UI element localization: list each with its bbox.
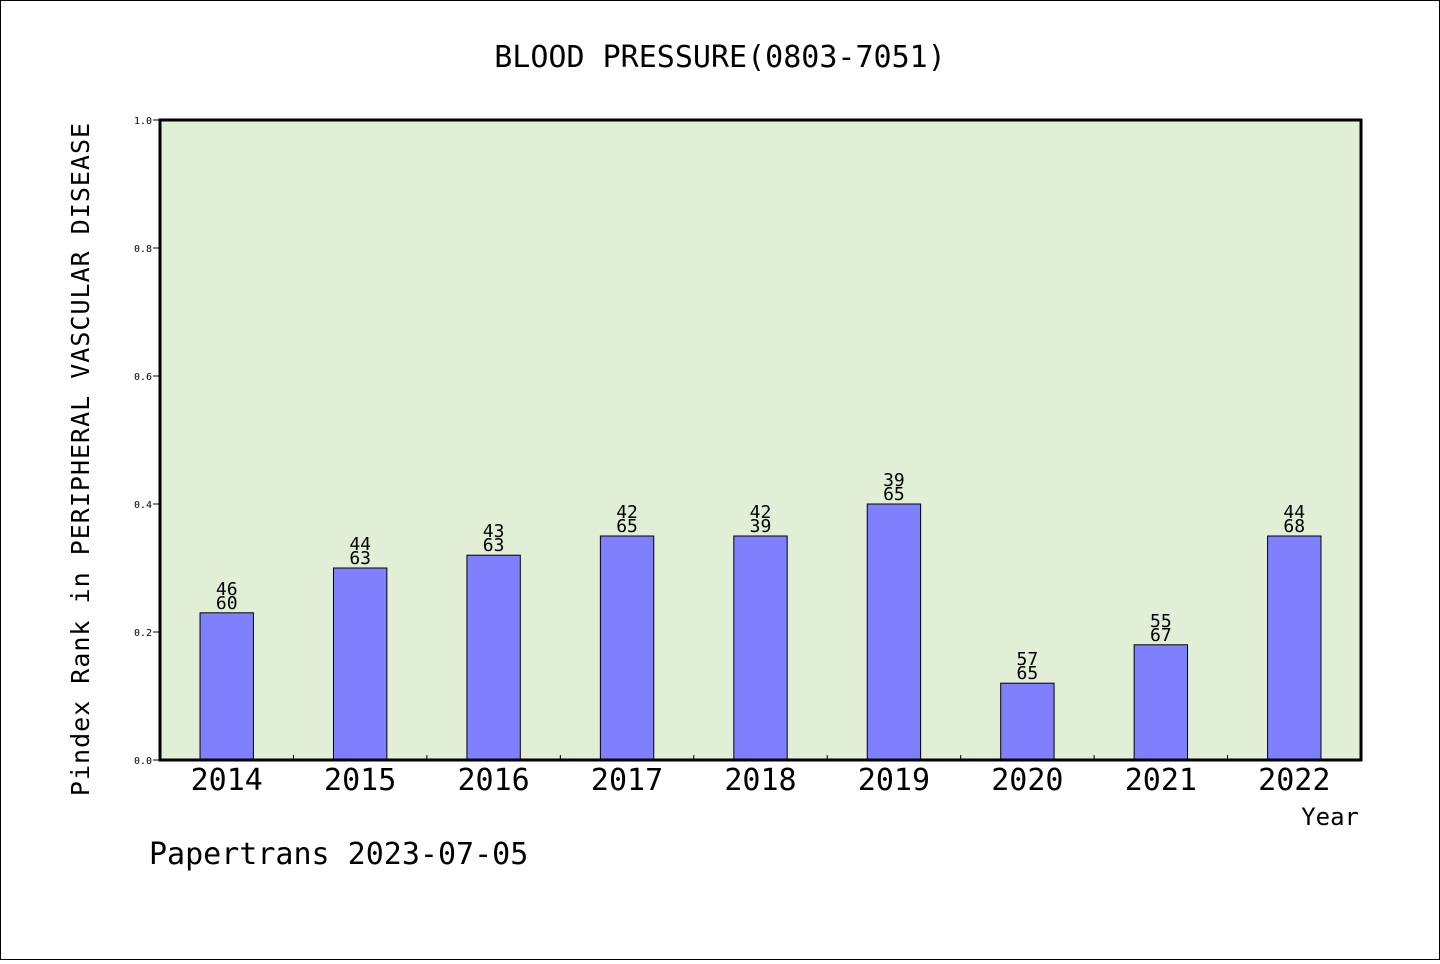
- bar-2020: [1000, 682, 1055, 761]
- bar-label-bottom: 68: [1283, 516, 1305, 537]
- bar-2022: [1267, 535, 1322, 761]
- bar-2019: [866, 503, 922, 761]
- x-tick-label: 2022: [1258, 763, 1330, 798]
- y-tick-label: 0.6: [134, 372, 152, 383]
- y-axis-ticks: 0.0 0.2 0.4 0.6 0.8 1.0: [134, 116, 160, 767]
- bar-label-top: 44: [1283, 502, 1305, 523]
- bar-2016: [466, 554, 521, 761]
- x-tick-label: 2018: [724, 763, 796, 798]
- chart-title: BLOOD PRESSURE(0803-7051): [494, 40, 946, 75]
- bar-2018: [733, 535, 788, 761]
- x-axis-ticks: 2014 2015 2016 2017 2018 2019 2020 2021 2022: [191, 755, 1330, 798]
- bar-label-top: 42: [616, 502, 638, 523]
- bar-label-bottom: 65: [883, 484, 905, 505]
- bar-2017: [599, 535, 655, 761]
- bar-label-bottom: 65: [616, 516, 638, 537]
- bar-label-bottom: 67: [1150, 625, 1172, 646]
- bar-label-bottom: 63: [349, 548, 371, 569]
- bar-label-bottom: 65: [1017, 663, 1039, 684]
- footer-text: Papertrans 2023-07-05: [149, 837, 528, 872]
- plot-border: [158, 118, 1363, 762]
- x-tick-label: 2019: [858, 763, 930, 798]
- bar-label-top: 43: [483, 521, 505, 542]
- y-tick-label: 0.2: [134, 628, 152, 639]
- x-tick-label: 2017: [591, 763, 663, 798]
- bar-label-top: 39: [883, 470, 905, 491]
- x-axis-label: Year: [1301, 803, 1359, 831]
- bar-label-top: 42: [750, 502, 772, 523]
- bar-label-top: 55: [1150, 611, 1172, 632]
- y-tick-label: 0.8: [134, 244, 152, 255]
- bar-label-top: 44: [349, 534, 371, 555]
- bar-label-bottom: 39: [750, 516, 772, 537]
- y-tick-label: 0.4: [134, 500, 152, 511]
- bar-label-bottom: 63: [483, 535, 505, 556]
- bar-2014: [199, 612, 254, 761]
- x-tick-label: 2021: [1125, 763, 1197, 798]
- x-tick-label: 2014: [191, 763, 263, 798]
- x-tick-label: 2016: [457, 763, 529, 798]
- bars-group: [199, 503, 1322, 761]
- bar-label-top: 46: [216, 579, 238, 600]
- bar-2021: [1133, 644, 1189, 761]
- y-axis-label: Pindex Rank in PERIPHERAL VASCULAR DISEA…: [66, 122, 95, 796]
- y-tick-label: 0.0: [134, 756, 152, 767]
- x-tick-label: 2020: [991, 763, 1063, 798]
- bar-2015: [332, 567, 388, 761]
- y-tick-label: 1.0: [134, 116, 152, 127]
- bar-label-bottom: 60: [216, 593, 238, 614]
- x-tick-label: 2015: [324, 763, 396, 798]
- bar-label-top: 57: [1017, 649, 1039, 670]
